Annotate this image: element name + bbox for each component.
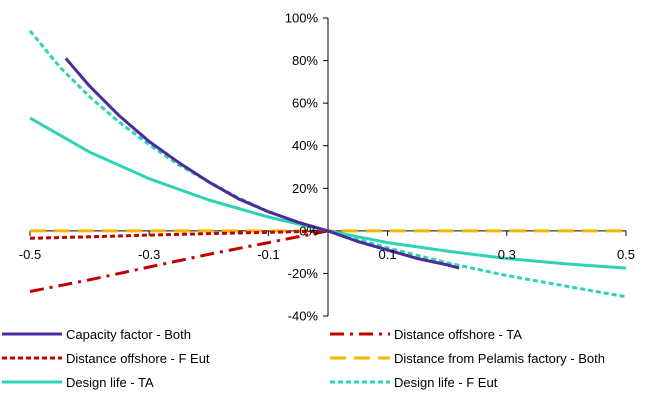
legend-item-distance-from-pelamis-factory-both: Distance from Pelamis factory - Both [330,351,605,366]
legend-item-distance-offshore-ta: Distance offshore - TA [330,327,522,342]
x-tick-label: -0.3 [138,247,160,262]
series-line-design-life-f-eut [28,29,627,299]
series-line-distance-offshore-f-eut [29,229,329,240]
legend-item-design-life-f-eut: Design life - F Eut [330,375,498,390]
legend-item-distance-offshore-f-eut: Distance offshore - F Eut [2,351,210,366]
y-tick-label: 0% [299,223,318,238]
x-tick-label: 0.3 [498,247,516,262]
legend-label: Distance offshore - TA [394,327,522,342]
series-lines [28,29,627,299]
y-tick-label: 100% [285,11,319,26]
legend-item-capacity-factor-both: Capacity factor - Both [2,327,191,342]
tick-labels: 100% 80% 60% 40% 20% 0% -20% -40% -0.5 -0.3 -0.1 0.… [19,11,635,324]
series-line-distance-offshore-ta [29,229,329,293]
y-tick-label: -20% [288,266,319,281]
x-tick-label: -0.1 [257,247,279,262]
y-tick-label: 40% [292,138,318,153]
legend-label: Design life - TA [66,375,154,390]
x-tick-label: 0.1 [379,247,397,262]
x-tick-label: -0.5 [19,247,41,262]
legend: Capacity factor - Both Distance offshore … [2,327,605,390]
y-tick-label: 80% [292,53,318,68]
x-tick-label: 0.5 [617,247,635,262]
y-tick-label: 60% [292,96,318,111]
legend-label: Distance from Pelamis factory - Both [394,351,605,366]
legend-item-design-life-ta: Design life - TA [2,375,154,390]
legend-label: Design life - F Eut [394,375,498,390]
legend-label: Distance offshore - F Eut [66,351,210,366]
legend-label: Capacity factor - Both [66,327,191,342]
y-tick-label: 20% [292,181,318,196]
y-tick-label: -40% [288,309,319,324]
series-line-capacity-factor-both [64,57,460,270]
